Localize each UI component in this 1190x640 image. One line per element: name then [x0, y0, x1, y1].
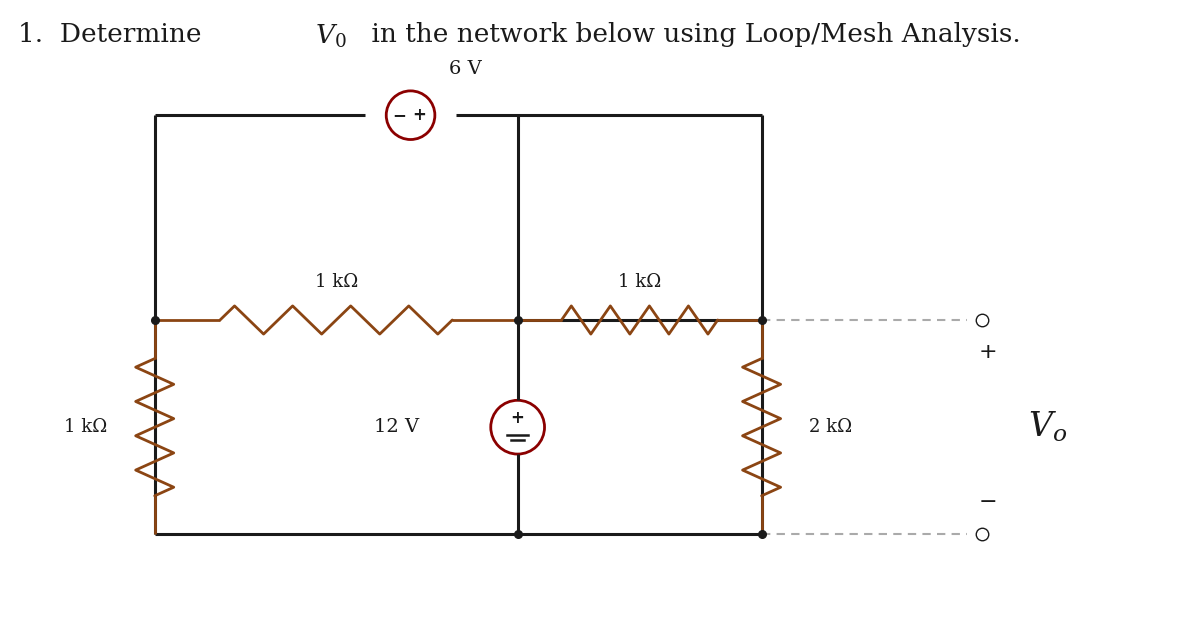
Text: −: − [978, 492, 997, 513]
Text: 1 kΩ: 1 kΩ [314, 273, 358, 291]
Text: 6 V: 6 V [449, 60, 482, 78]
Text: $V_0$: $V_0$ [315, 22, 347, 50]
Ellipse shape [387, 91, 434, 140]
Text: 1 kΩ: 1 kΩ [618, 273, 662, 291]
Text: $V_o$: $V_o$ [1028, 410, 1066, 444]
Text: 2 kΩ: 2 kΩ [809, 418, 852, 436]
Ellipse shape [490, 401, 545, 454]
Text: +: + [412, 106, 426, 124]
Text: in the network below using Loop/Mesh Analysis.: in the network below using Loop/Mesh Ana… [363, 22, 1021, 47]
Text: 1 kΩ: 1 kΩ [64, 418, 107, 436]
Text: +: + [511, 409, 525, 427]
Text: 12 V: 12 V [374, 418, 419, 436]
Text: +: + [978, 342, 997, 362]
Text: 1.  Determine: 1. Determine [18, 22, 209, 47]
Text: −: − [393, 106, 407, 124]
